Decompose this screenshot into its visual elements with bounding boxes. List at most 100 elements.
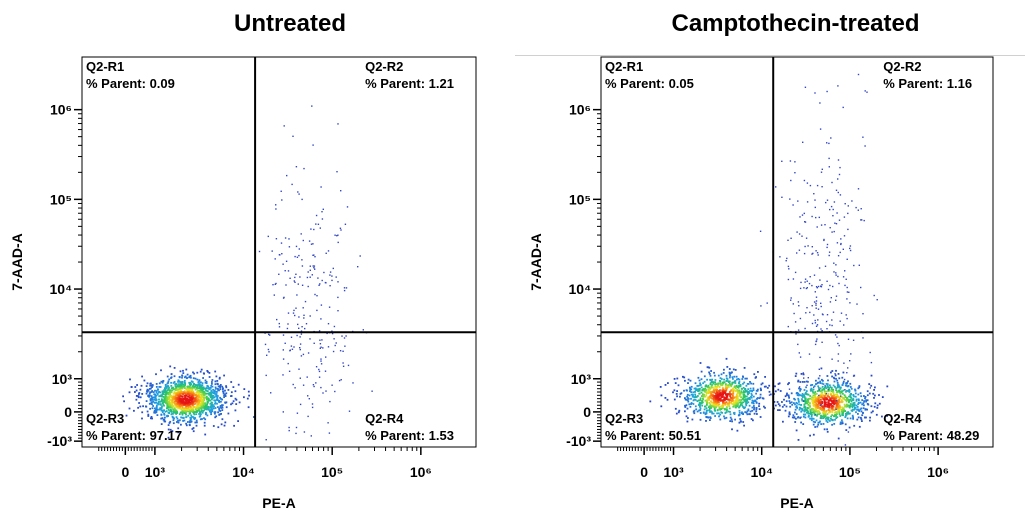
event-dot: [846, 397, 848, 399]
event-dot: [673, 378, 676, 380]
event-dot: [238, 401, 241, 404]
event-dot: [160, 406, 163, 409]
event-dot: [707, 384, 710, 387]
event-dot: [199, 418, 202, 421]
event-dot: [336, 235, 338, 237]
event-dot: [742, 390, 745, 392]
event-dot: [819, 375, 821, 377]
event-dot: [843, 398, 846, 401]
event-dot: [805, 391, 807, 394]
event-dot: [755, 407, 758, 409]
event-dot: [309, 338, 311, 340]
event-dot: [215, 394, 217, 396]
event-dot: [818, 389, 820, 391]
event-dot: [878, 402, 881, 405]
event-dot: [835, 406, 837, 409]
event-dot: [198, 410, 201, 413]
event-dot: [692, 391, 695, 394]
event-dot: [823, 395, 826, 397]
event-dot: [858, 425, 861, 428]
event-dot: [221, 398, 223, 401]
event-dot: [874, 394, 876, 397]
event-dot: [162, 391, 165, 394]
event-dot: [192, 411, 194, 414]
event-dot: [753, 373, 756, 376]
event-dot: [863, 400, 865, 402]
event-dot: [829, 208, 831, 211]
event-dot: [704, 405, 707, 408]
event-dot: [820, 224, 823, 226]
event-dot: [190, 402, 193, 405]
event-dot: [161, 398, 163, 401]
event-dot: [173, 411, 176, 413]
event-dot: [168, 397, 171, 400]
event-dot: [320, 360, 322, 362]
event-dot: [322, 208, 324, 210]
event-dot: [178, 376, 181, 379]
event-dot: [209, 399, 212, 402]
event-dot: [280, 242, 283, 244]
event-dot: [311, 406, 314, 409]
quadrant-percent: % Parent: 1.21: [365, 76, 454, 91]
event-dot: [870, 411, 873, 414]
event-dot: [815, 216, 817, 219]
event-dot: [739, 420, 742, 422]
event-dot: [207, 387, 210, 390]
event-dot: [704, 390, 707, 393]
event-dot: [205, 408, 207, 411]
event-dot: [823, 414, 826, 417]
event-dot: [723, 368, 725, 371]
event-dot: [826, 246, 828, 249]
event-dot: [687, 417, 689, 419]
event-dot: [308, 398, 310, 400]
event-dot: [726, 378, 729, 380]
event-dot: [728, 405, 731, 407]
event-dot: [839, 320, 841, 322]
event-dot: [742, 382, 744, 385]
event-dot: [815, 296, 818, 298]
event-dot: [184, 412, 187, 415]
event-dot: [836, 416, 839, 419]
event-dot: [755, 410, 758, 413]
event-dot: [742, 395, 745, 398]
event-dot: [270, 392, 272, 394]
event-dot: [189, 412, 191, 414]
event-dot: [831, 181, 833, 184]
event-dot: [158, 382, 161, 385]
event-dot: [849, 395, 852, 397]
event-dot: [159, 403, 162, 405]
event-dot: [155, 397, 157, 400]
event-dot: [684, 404, 686, 407]
event-dot: [850, 400, 853, 403]
event-dot: [694, 393, 696, 396]
event-dot: [190, 376, 192, 379]
event-dot: [720, 405, 723, 408]
event-dot: [194, 394, 197, 397]
event-dot: [181, 387, 184, 390]
event-dot: [806, 407, 809, 409]
event-dot: [836, 386, 839, 389]
event-dot: [306, 276, 309, 279]
event-dot: [224, 389, 226, 392]
event-dot: [730, 393, 733, 396]
event-dot: [811, 390, 814, 393]
event-dot: [346, 206, 349, 208]
event-dot: [709, 403, 712, 406]
event-dot: [828, 387, 830, 389]
event-dot: [831, 400, 834, 403]
event-dot: [694, 396, 697, 399]
event-dot: [237, 420, 239, 422]
event-dot: [827, 409, 830, 411]
event-dot: [200, 398, 203, 401]
event-dot: [823, 388, 826, 391]
event-dot: [694, 405, 697, 408]
event-dot: [730, 418, 733, 421]
event-dot: [826, 385, 829, 387]
event-dot: [847, 412, 850, 415]
event-dot: [177, 431, 180, 434]
event-dot: [778, 404, 781, 407]
y-tick-label: 10⁵: [569, 191, 591, 207]
event-dot: [213, 396, 216, 399]
event-dot: [837, 409, 840, 412]
event-dot: [710, 401, 713, 404]
